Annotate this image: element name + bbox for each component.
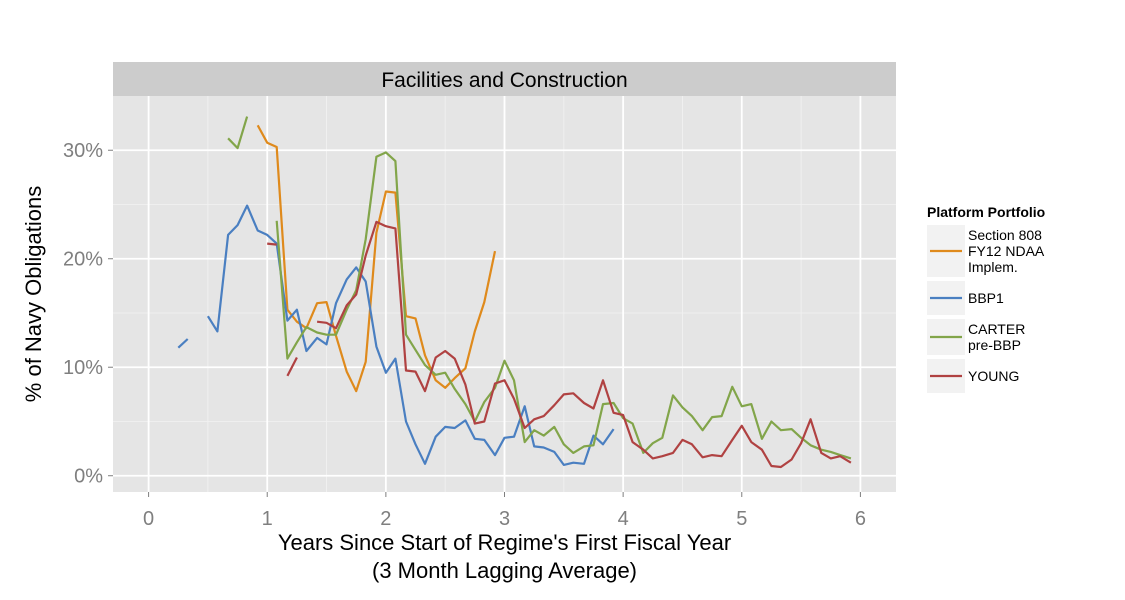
series-group <box>256 124 497 393</box>
legend-label: BBP1 <box>968 290 1004 306</box>
plot-panel <box>113 96 896 492</box>
legend-label: YOUNG <box>968 368 1019 384</box>
series-group <box>227 116 852 460</box>
series-group <box>267 220 852 469</box>
legend-label: Section 808 <box>968 227 1042 243</box>
x-axis-label: Years Since Start of Regime's First Fisc… <box>278 530 731 555</box>
legend-title: Platform Portfolio <box>927 204 1045 220</box>
series-line <box>316 220 852 469</box>
legend-label: FY12 NDAA <box>968 243 1045 259</box>
x-tick-label: 0 <box>143 508 154 530</box>
facet-strip: Facilities and Construction <box>113 62 896 96</box>
grid <box>113 96 896 492</box>
legend-label: CARTER <box>968 321 1025 337</box>
y-tick-label: 30% <box>63 140 103 162</box>
chart-title: Facilities and Construction <box>381 69 627 92</box>
x-tick-label: 2 <box>380 508 391 530</box>
series-line <box>256 124 497 393</box>
y-axis-label: % of Navy Obligations <box>21 186 46 402</box>
y-tick-label: 20% <box>63 249 103 271</box>
series-line <box>275 151 852 460</box>
series-line <box>286 356 298 377</box>
x-axis-title: Years Since Start of Regime's First Fisc… <box>278 530 731 583</box>
x-tick-label: 5 <box>736 508 747 530</box>
y-tick-label: 0% <box>74 466 103 488</box>
x-axis: 0 1 2 3 4 5 6 <box>143 492 866 530</box>
series-line <box>227 116 249 150</box>
legend-item: YOUNG <box>927 359 1019 393</box>
x-tick-label: 3 <box>499 508 510 530</box>
y-axis: 0% 10% 20% 30% <box>63 140 113 488</box>
x-tick-label: 6 <box>855 508 866 530</box>
y-tick-label: 10% <box>63 357 103 379</box>
series-group <box>177 204 615 466</box>
strip-background <box>113 62 896 96</box>
x-tick-label: 1 <box>262 508 273 530</box>
series-line <box>267 242 277 246</box>
legend-label: pre-BBP <box>968 337 1021 353</box>
series-lines <box>177 116 852 469</box>
series-line <box>206 204 615 466</box>
x-axis-label-line2: (3 Month Lagging Average) <box>372 558 637 583</box>
series-line <box>177 338 189 349</box>
legend-label: Implem. <box>968 259 1018 275</box>
x-tick-label: 4 <box>618 508 629 530</box>
legend-item: BBP1 <box>927 281 1004 315</box>
